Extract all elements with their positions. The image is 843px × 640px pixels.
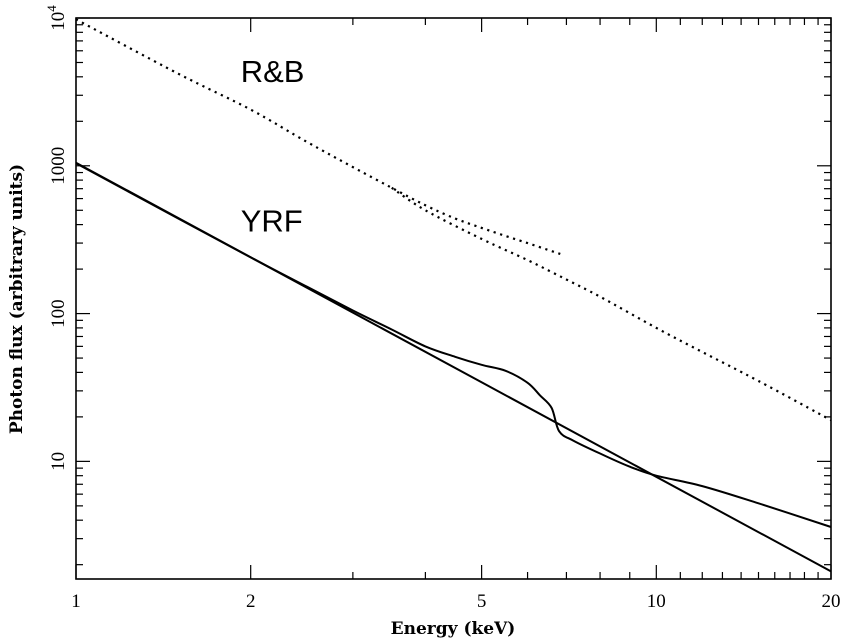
plot-frame <box>75 17 832 580</box>
y-tick-label: 10 <box>48 452 69 471</box>
x-tick-label: 20 <box>822 591 841 612</box>
y-tick-label: 100 <box>48 299 69 328</box>
annotations: R&B YRF <box>241 54 305 238</box>
y-axis-label: Photon flux (arbitrary units) <box>7 164 27 434</box>
series-line-4 <box>391 186 832 422</box>
x-tick-label: 1 <box>71 591 81 612</box>
y-tick-label: 104 <box>44 5 69 31</box>
x-tick-label: 10 <box>647 591 666 612</box>
series-line-3 <box>75 18 564 256</box>
x-tick-label: 5 <box>477 591 487 612</box>
x-tick-label: 2 <box>246 591 256 612</box>
annotation-label: YRF <box>241 203 303 238</box>
tick-labels: 1 2 5 10 20 10 100 1000 104 <box>44 5 841 612</box>
series-group <box>75 18 832 573</box>
axis-ticks <box>75 17 832 579</box>
series-line-2 <box>75 162 832 528</box>
annotation-label: R&B <box>241 54 305 89</box>
x-axis-label: Energy (keV) <box>391 619 516 639</box>
y-tick-label: 1000 <box>48 147 69 185</box>
